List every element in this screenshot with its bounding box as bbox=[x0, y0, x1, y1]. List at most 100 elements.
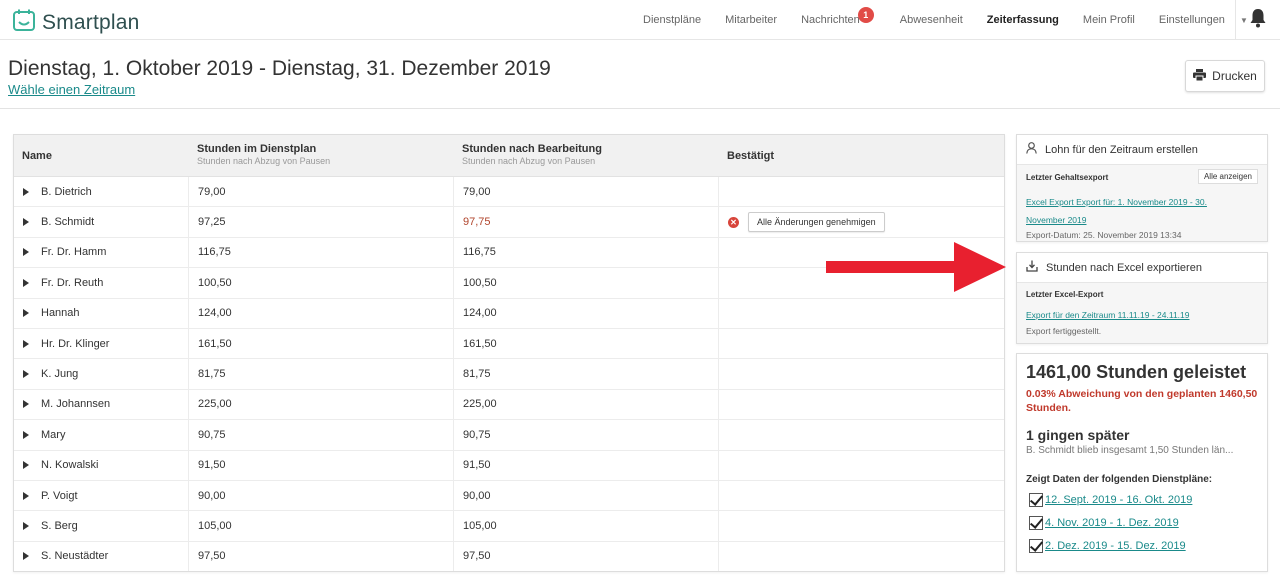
expand-triangle-icon[interactable] bbox=[23, 430, 29, 439]
nav-abwesenheit[interactable]: Abwesenheit bbox=[899, 14, 963, 26]
edited-hours: 90,75 bbox=[454, 420, 719, 450]
employee-name: Fr. Dr. Reuth bbox=[41, 276, 104, 289]
edited-hours: 161,50 bbox=[454, 328, 719, 359]
approve-all-changes-button[interactable]: Alle Änderungen genehmigen bbox=[748, 212, 885, 233]
notifications-button[interactable] bbox=[1235, 0, 1280, 40]
plan-checkbox[interactable] bbox=[1029, 492, 1043, 507]
payroll-panel-header[interactable]: Lohn für den Zeitraum erstellen bbox=[1017, 135, 1267, 165]
table-row[interactable]: B. Dietrich 79,00 79,00 bbox=[14, 177, 1004, 208]
plan-link[interactable]: 12. Sept. 2019 - 16. Okt. 2019 bbox=[1045, 493, 1193, 506]
expand-triangle-icon[interactable] bbox=[23, 339, 29, 348]
employee-cell[interactable]: S. Neustädter bbox=[14, 541, 189, 571]
column-header-edited[interactable]: Stunden nach Bearbeitung Stunden nach Ab… bbox=[454, 135, 719, 176]
edited-hours: 79,00 bbox=[454, 177, 719, 207]
expand-triangle-icon[interactable] bbox=[23, 218, 29, 227]
employee-cell[interactable]: M. Johannsen bbox=[14, 389, 189, 420]
planned-hours: 105,00 bbox=[189, 511, 454, 541]
app-logo[interactable]: Smartplan bbox=[12, 8, 140, 37]
reject-icon[interactable]: ✕ bbox=[728, 216, 739, 228]
table-row[interactable]: S. Neustädter 97,50 97,50 bbox=[14, 541, 1004, 571]
plan-link[interactable]: 4. Nov. 2019 - 1. Dez. 2019 bbox=[1045, 516, 1179, 529]
nav-mein-profil[interactable]: Mein Profil bbox=[1082, 14, 1135, 26]
table-row[interactable]: P. Voigt 90,00 90,00 bbox=[14, 480, 1004, 512]
table-row[interactable]: B. Schmidt 97,25 97,75 ✕ Alle Änderungen gen… bbox=[14, 207, 1004, 238]
expand-triangle-icon[interactable] bbox=[23, 187, 29, 196]
column-subtitle: Stunden nach Abzug von Pausen bbox=[462, 156, 596, 166]
expand-triangle-icon[interactable] bbox=[23, 278, 29, 287]
nav-nachrichten[interactable]: Nachrichten 1 bbox=[801, 7, 874, 26]
caret-down-icon: ▼ bbox=[1240, 16, 1248, 25]
excel-export-header[interactable]: Stunden nach Excel exportieren bbox=[1017, 253, 1267, 283]
employee-cell[interactable]: Fr. Dr. Hamm bbox=[14, 237, 189, 268]
employee-cell[interactable]: P. Voigt bbox=[14, 480, 189, 511]
expand-triangle-icon[interactable] bbox=[23, 370, 29, 379]
table-row[interactable]: S. Berg 105,00 105,00 bbox=[14, 511, 1004, 542]
table-row[interactable]: Mary 90,75 90,75 bbox=[14, 420, 1004, 451]
column-title: Stunden im Dienstplan bbox=[197, 143, 317, 155]
expand-triangle-icon[interactable] bbox=[23, 552, 29, 561]
confirmed-cell bbox=[719, 329, 1004, 358]
column-header-confirmed[interactable]: Bestätigt bbox=[719, 135, 1004, 176]
table-row[interactable]: Hr. Dr. Klinger 161,50 161,50 bbox=[14, 328, 1004, 360]
nav-nachrichten-label: Nachrichten bbox=[801, 14, 860, 26]
print-button[interactable]: Drucken bbox=[1185, 60, 1265, 92]
late-count: 1 gingen später bbox=[1026, 427, 1130, 443]
header-divider bbox=[0, 108, 1280, 109]
excel-export-title: Stunden nach Excel exportieren bbox=[1046, 261, 1202, 274]
employee-cell[interactable]: B. Schmidt bbox=[14, 207, 189, 237]
confirmed-cell: ✕ Alle Änderungen genehmigen bbox=[719, 207, 1004, 236]
excel-export-panel: Stunden nach Excel exportieren Letzter E… bbox=[1016, 252, 1268, 344]
column-header-planned[interactable]: Stunden im Dienstplan Stunden nach Abzug… bbox=[189, 135, 454, 176]
employee-name: S. Neustädter bbox=[41, 550, 109, 563]
choose-period-link[interactable]: Wähle einen Zeitraum bbox=[8, 82, 136, 97]
table-row[interactable]: Hannah 124,00 124,00 bbox=[14, 298, 1004, 329]
payroll-panel: Lohn für den Zeitraum erstellen Letzter … bbox=[1016, 134, 1268, 242]
nav-einstellungen[interactable]: Einstellungen ▼ bbox=[1159, 14, 1248, 26]
table-row[interactable]: K. Jung 81,75 81,75 bbox=[14, 359, 1004, 390]
expand-triangle-icon[interactable] bbox=[23, 461, 29, 470]
table-row[interactable]: Fr. Dr. Reuth 100,50 100,50 bbox=[14, 268, 1004, 299]
calendar-logo-icon bbox=[12, 8, 36, 37]
employee-cell[interactable]: N. Kowalski bbox=[14, 450, 189, 480]
employee-cell[interactable]: K. Jung bbox=[14, 359, 189, 389]
page-title: Dienstag, 1. Oktober 2019 - Dienstag, 31… bbox=[8, 57, 551, 80]
table-row[interactable]: Fr. Dr. Hamm 116,75 116,75 bbox=[14, 237, 1004, 269]
last-excel-export-label: Letzter Excel-Export bbox=[1026, 290, 1104, 299]
edited-hours: 90,00 bbox=[454, 480, 719, 511]
employee-cell[interactable]: B. Dietrich bbox=[14, 177, 189, 207]
nav-dienstplaene[interactable]: Dienstpläne bbox=[643, 14, 702, 26]
red-arrow-annotation bbox=[826, 242, 1006, 292]
nav-zeiterfassung[interactable]: Zeiterfassung bbox=[986, 14, 1059, 26]
employee-cell[interactable]: S. Berg bbox=[14, 511, 189, 541]
expand-triangle-icon[interactable] bbox=[23, 521, 29, 530]
show-all-button[interactable]: Alle anzeigen bbox=[1197, 169, 1258, 184]
planned-hours: 225,00 bbox=[189, 389, 454, 420]
plan-item: 12. Sept. 2019 - 16. Okt. 2019 bbox=[1026, 491, 1258, 508]
confirmed-cell bbox=[719, 542, 1004, 571]
plan-checkbox[interactable] bbox=[1029, 515, 1043, 530]
confirmed-cell bbox=[719, 299, 1004, 328]
column-header-name[interactable]: Name bbox=[14, 135, 189, 176]
table-row[interactable]: N. Kowalski 91,50 91,50 bbox=[14, 450, 1004, 481]
plan-checkbox[interactable] bbox=[1029, 538, 1043, 553]
plan-link[interactable]: 2. Dez. 2019 - 15. Dez. 2019 bbox=[1045, 539, 1186, 552]
employee-cell[interactable]: Fr. Dr. Reuth bbox=[14, 268, 189, 298]
excel-export-link[interactable]: Export für den Zeitraum 11.11.19 - 24.11… bbox=[1026, 310, 1190, 320]
edited-hours: 124,00 bbox=[454, 298, 719, 328]
expand-triangle-icon[interactable] bbox=[23, 491, 29, 500]
employee-cell[interactable]: Hr. Dr. Klinger bbox=[14, 328, 189, 359]
employee-cell[interactable]: Hannah bbox=[14, 298, 189, 328]
payroll-export-link[interactable]: Excel Export Export für: 1. November 201… bbox=[1026, 197, 1207, 225]
expand-triangle-icon[interactable] bbox=[23, 400, 29, 409]
employee-name: B. Schmidt bbox=[41, 216, 95, 229]
expand-triangle-icon[interactable] bbox=[23, 248, 29, 257]
confirmed-cell bbox=[719, 390, 1004, 419]
table-row[interactable]: M. Johannsen 225,00 225,00 bbox=[14, 389, 1004, 421]
planned-hours: 90,00 bbox=[189, 480, 454, 511]
confirmed-cell bbox=[719, 481, 1004, 510]
employee-cell[interactable]: Mary bbox=[14, 420, 189, 450]
nav-mitarbeiter[interactable]: Mitarbeiter bbox=[725, 14, 778, 26]
table-body: B. Dietrich 79,00 79,00 B. Schmidt 97,25 97,7… bbox=[14, 177, 1004, 571]
planned-hours: 79,00 bbox=[189, 177, 454, 207]
expand-triangle-icon[interactable] bbox=[23, 309, 29, 318]
